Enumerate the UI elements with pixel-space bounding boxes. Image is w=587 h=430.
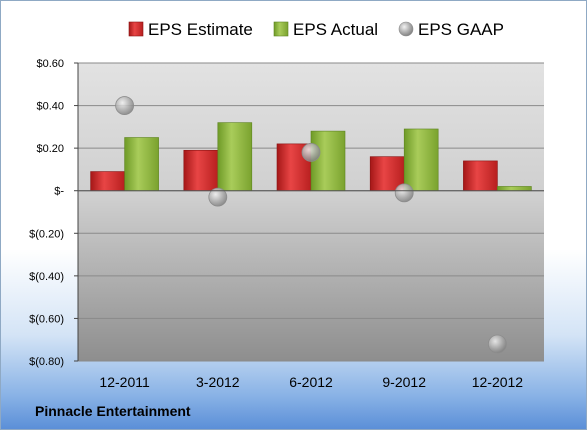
legend-label: EPS Actual xyxy=(293,20,378,39)
x-category-label: 3-2012 xyxy=(196,374,240,390)
eps-gaap-legend-swatch xyxy=(398,21,414,37)
eps-estimate-bar xyxy=(183,149,219,192)
eps-gaap-marker xyxy=(487,334,507,354)
eps-actual-bar xyxy=(124,137,159,192)
y-tick-label: $- xyxy=(54,186,64,198)
x-category-label: 12-2012 xyxy=(472,374,524,390)
legend-label: EPS Estimate xyxy=(148,20,253,39)
eps-estimate-bar xyxy=(369,156,405,192)
eps-gaap-marker xyxy=(208,187,228,207)
eps-gaap-marker xyxy=(301,142,321,162)
y-tick-label: $(0.60) xyxy=(29,313,64,325)
eps-estimate-bar xyxy=(463,160,498,192)
x-category-label: 12-2011 xyxy=(99,374,150,390)
eps-gaap-marker xyxy=(115,96,134,115)
plot-area xyxy=(78,63,544,361)
y-tick-label: $(0.20) xyxy=(29,228,64,240)
y-tick-label: $0.40 xyxy=(36,101,64,113)
eps-actual-bar xyxy=(310,130,346,192)
eps-gaap-marker xyxy=(394,183,414,203)
legend: EPS Estimate EPS Actual EPS GAAP xyxy=(128,20,504,39)
gaap-markers xyxy=(115,96,507,354)
eps-estimate-bar-legend-swatch xyxy=(128,21,144,37)
bars xyxy=(90,122,532,192)
y-tick-label: $0.60 xyxy=(36,58,64,70)
company-label: Pinnacle Entertainment xyxy=(35,403,191,419)
x-category-label: 9-2012 xyxy=(382,374,426,390)
eps-actual-bar-legend-swatch xyxy=(273,21,289,37)
y-tick-label: $0.20 xyxy=(36,143,64,155)
y-tick-label: $(0.40) xyxy=(29,271,64,283)
eps-estimate-bar xyxy=(90,171,125,192)
eps-actual-bar xyxy=(403,128,439,192)
y-tick-label: $(0.80) xyxy=(29,356,64,368)
axes: $0.60 $0.40 $0.20 $- $(0.20) $(0.40) $(0.60) $(… xyxy=(29,58,544,390)
eps-actual-bar xyxy=(217,122,253,192)
eps-actual-bar xyxy=(497,186,532,192)
legend-label: EPS GAAP xyxy=(418,20,504,39)
x-category-label: 6-2012 xyxy=(289,374,333,390)
